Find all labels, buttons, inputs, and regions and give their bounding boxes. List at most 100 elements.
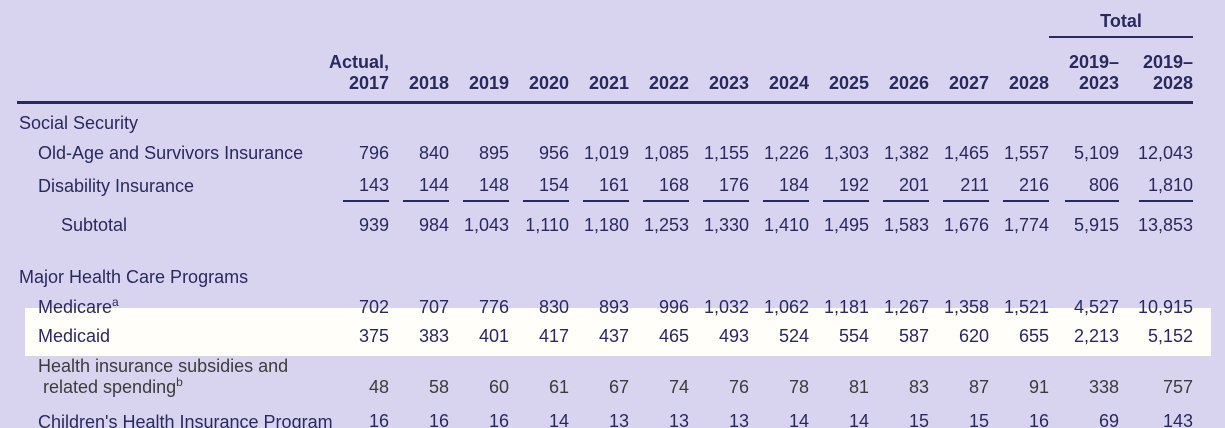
row-label-text: Medicare: [38, 296, 113, 317]
section-title-row: Social Security: [17, 103, 1193, 139]
value-with-rule: 14: [823, 411, 869, 428]
value-cell: 1,583: [883, 214, 929, 235]
table-row: Subtotal 939 984 1,043 1,110 1,180 1,253 1,330 1…: [17, 202, 1193, 242]
value-cell: 1,810: [1119, 167, 1194, 202]
row-label-text: Old-Age and Survivors Insurance: [38, 142, 304, 163]
value-with-rule: 1,810: [1139, 175, 1194, 202]
col-total-2019-2028: 2019– 2028: [1119, 37, 1194, 104]
value-cell: 1,330: [703, 214, 749, 235]
value-with-rule: 176: [703, 175, 749, 202]
row-label: Subtotal: [17, 202, 329, 242]
value-cell: 144: [389, 167, 449, 202]
value-cell: 893: [598, 296, 629, 317]
row-label: Children's Health Insurance Program: [17, 403, 333, 428]
value-with-rule: 16: [343, 411, 389, 428]
value-cell: 13: [629, 403, 689, 428]
row-label-text: Children's Health Insurance Program: [38, 411, 333, 428]
value-with-rule: 143: [343, 175, 389, 202]
value-cell: 1,032: [703, 296, 749, 317]
col-year-2025: 2025: [809, 37, 869, 104]
value-cell: 1,303: [823, 142, 869, 163]
value-cell: 69: [1049, 403, 1119, 428]
value-with-rule: 192: [823, 175, 869, 202]
total-header-row: Total: [17, 6, 1194, 38]
table-row: Old-Age and Survivors Insurance 796 840 895…: [17, 138, 1193, 167]
value-cell: 201: [869, 167, 929, 202]
value-cell: 401: [478, 325, 509, 346]
value-cell: 143: [1119, 403, 1193, 428]
value-cell: 13: [569, 403, 629, 428]
row-label-line1: Health insurance subsidies and: [38, 355, 289, 376]
value-cell: 76: [728, 376, 749, 397]
value-cell: 10,915: [1137, 296, 1194, 317]
value-with-rule: 161: [583, 175, 629, 202]
row-label-text: Medicaid: [38, 325, 111, 346]
value-cell: 211: [929, 167, 989, 202]
col-year-2019: 2019: [449, 37, 509, 104]
table-row: Disability Insurance 143 144 148 154 161 168 17…: [17, 167, 1194, 202]
value-with-rule: 201: [883, 175, 929, 202]
value-cell: 1,110: [525, 214, 569, 235]
value-cell: 87: [968, 376, 989, 397]
value-cell: 1,226: [763, 142, 809, 163]
col-year-2017: Actual, 2017: [329, 37, 390, 104]
value-cell: 5,109: [1073, 142, 1119, 163]
year-header-spacer: [17, 37, 329, 104]
total-range-line1: 2019–: [1142, 51, 1194, 72]
value-cell: 168: [629, 167, 689, 202]
value-cell: 148: [449, 167, 509, 202]
value-cell: 81: [848, 376, 869, 397]
value-cell: 1,155: [703, 142, 749, 163]
value-cell: 154: [509, 167, 569, 202]
value-cell: 338: [1088, 376, 1119, 397]
value-with-rule: 13: [643, 411, 689, 428]
value-with-rule: 15: [943, 411, 989, 428]
value-cell: 383: [418, 325, 449, 346]
value-cell: 74: [668, 376, 689, 397]
value-cell: 465: [658, 325, 689, 346]
value-cell: 1,557: [1003, 142, 1049, 163]
value-cell: 554: [838, 325, 869, 346]
total-range-line2: 2028: [1152, 72, 1194, 93]
value-cell: 375: [358, 325, 389, 346]
value-cell: 12,043: [1137, 142, 1194, 163]
col-year-2024: 2024: [749, 37, 809, 104]
value-cell: 1,774: [1003, 214, 1049, 235]
value-cell: 14: [749, 403, 809, 428]
outlays-table: Total Actual, 2017 2018 2019 2020 2021 2…: [17, 6, 1194, 428]
value-with-rule: 13: [583, 411, 629, 428]
value-cell: 1,410: [763, 214, 809, 235]
col-year-2026: 2026: [869, 37, 929, 104]
value-cell: 2,213: [1073, 325, 1119, 346]
value-cell: 417: [538, 325, 569, 346]
value-cell: 956: [538, 142, 569, 163]
value-cell: 1,495: [823, 214, 869, 235]
value-cell: 1,253: [643, 214, 689, 235]
highlighted-row: Health insurance subsidies and related sp…: [17, 350, 1193, 403]
actual-label: Actual,: [329, 51, 390, 72]
highlight-band: [25, 308, 1211, 356]
value-with-rule: 216: [1003, 175, 1049, 202]
value-cell: 493: [718, 325, 749, 346]
value-cell: 14: [809, 403, 869, 428]
total-range-line1: 2019–: [1068, 51, 1119, 72]
value-cell: 1,358: [943, 296, 989, 317]
row-label: Old-Age and Survivors Insurance: [17, 138, 329, 167]
col-year-2028: 2028: [989, 37, 1049, 104]
value-cell: 984: [418, 214, 449, 235]
value-cell: 143: [329, 167, 389, 202]
value-cell: 15: [929, 403, 989, 428]
value-cell: 16: [989, 403, 1049, 428]
value-cell: 161: [569, 167, 629, 202]
value-cell: 830: [538, 296, 569, 317]
value-cell: 61: [548, 376, 569, 397]
col-total-2019-2023: 2019– 2023: [1049, 37, 1119, 104]
section-title: Social Security: [19, 112, 139, 133]
value-cell: 14: [509, 403, 569, 428]
year-label: 2017: [348, 72, 389, 93]
value-cell: 996: [658, 296, 689, 317]
value-cell: 1,062: [763, 296, 809, 317]
value-cell: 840: [418, 142, 449, 163]
value-cell: 895: [478, 142, 509, 163]
